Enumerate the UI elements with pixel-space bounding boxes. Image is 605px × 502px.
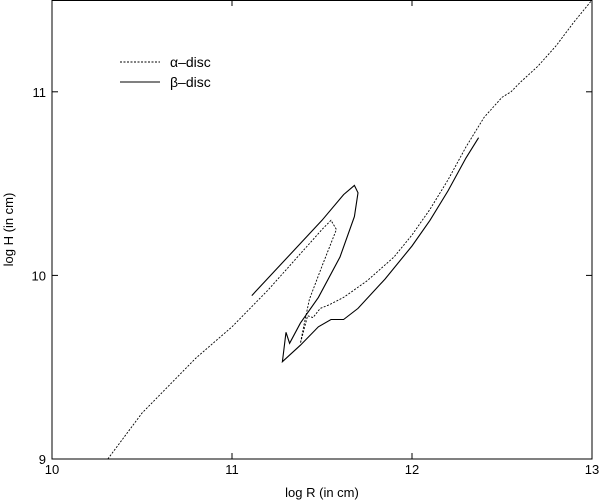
- series-line-beta-disc: [251, 137, 480, 364]
- series-line-alpha-disc: [107, 0, 593, 460]
- y-tick-label: 9: [39, 452, 46, 467]
- plot-area: [107, 0, 593, 460]
- legend: α–disc β–disc: [120, 54, 211, 90]
- x-tick-label: 12: [405, 462, 419, 477]
- plot-frame: [51, 0, 593, 460]
- x-tick-label: 13: [585, 462, 599, 477]
- y-tick-label: 11: [33, 85, 47, 100]
- x-axis-label: log R (in cm): [285, 485, 359, 500]
- y-axis-label: log H (in cm): [1, 193, 16, 267]
- y-tick-label: 10: [32, 268, 46, 283]
- legend-label: α–disc: [170, 54, 211, 70]
- x-tick-label: 11: [225, 462, 239, 477]
- legend-label: β–disc: [170, 74, 211, 90]
- x-tick-label: 10: [45, 462, 59, 477]
